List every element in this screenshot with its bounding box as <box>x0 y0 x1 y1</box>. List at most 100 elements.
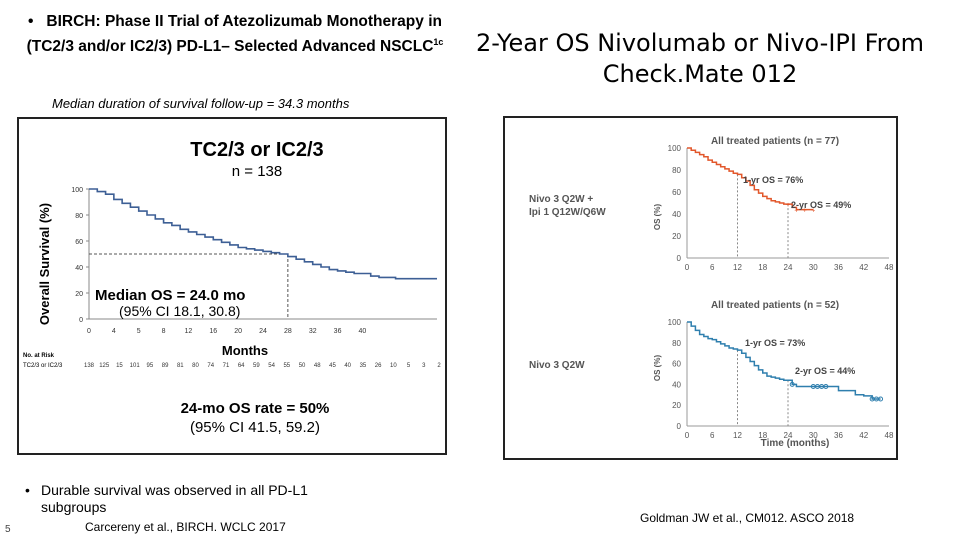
left-title-superscript: 1c <box>433 37 444 47</box>
birch-x-tick-label: 4 <box>112 328 116 335</box>
right-slide-title: 2-Year OS Nivolumab or Nivo-IPI From Che… <box>475 29 925 88</box>
cm-x-tick-label: 12 <box>733 431 742 440</box>
cm-y-tick-label: 40 <box>672 380 681 389</box>
cm-bottom-y-axis-label: OS (%) <box>653 355 662 382</box>
cm-top-series-label-line2: Ipi 1 Q12W/Q6W <box>529 207 606 218</box>
risk-table-value: 50 <box>299 363 306 369</box>
birch-survival-curve <box>89 188 437 280</box>
cm-y-tick-label: 60 <box>672 188 681 197</box>
birch-y-axis-label: Overall Survival (%) <box>37 203 52 325</box>
birch-median-os: Median OS = 24.0 mo <box>95 287 245 304</box>
cm-bottom-series-label: Nivo 3 Q2W <box>529 360 585 371</box>
risk-table-value: 89 <box>162 363 169 369</box>
birch-x-tick-label: 40 <box>359 328 367 335</box>
birch-chart-panel: TC2/3 or IC2/3 n = 138 Overall Survival … <box>17 117 447 455</box>
birch-median-ci: (95% CI 18.1, 30.8) <box>119 303 240 319</box>
risk-table-value: 3 <box>422 363 426 369</box>
cm-x-tick-label: 36 <box>834 431 843 440</box>
cm-bottom-x-axis-label: Time (months) <box>761 438 830 449</box>
risk-table-value: 80 <box>192 363 199 369</box>
cm-x-tick-label: 42 <box>859 431 868 440</box>
cm-y-tick-label: 0 <box>677 254 682 263</box>
cm-top-title: All treated patients (n = 77) <box>711 136 839 147</box>
bullet-mark: • <box>25 482 30 498</box>
cm-y-tick-label: 100 <box>668 144 682 153</box>
citation-right: Goldman JW et al., CM012. ASCO 2018 <box>640 511 855 525</box>
cm-bottom-survival-curve <box>687 321 881 400</box>
cm-top-survival-curve <box>687 147 814 211</box>
risk-table-value: 64 <box>238 363 245 369</box>
birch-y-tick-label: 20 <box>75 291 83 298</box>
birch-x-tick-label: 16 <box>209 328 217 335</box>
risk-table-value: 15 <box>116 363 123 369</box>
cm-x-tick-label: 6 <box>710 263 715 272</box>
risk-table-header: No. at Risk <box>23 353 55 359</box>
cm-x-tick-label: 48 <box>885 263 894 272</box>
birch-x-tick-label: 12 <box>185 328 193 335</box>
cm-top-2yr-label: 2-yr OS = 49% <box>791 200 851 210</box>
risk-table-value: 40 <box>344 363 351 369</box>
cm-bottom-1yr-label: 1-yr OS = 73% <box>745 338 805 348</box>
risk-table-value: 101 <box>130 363 141 369</box>
birch-km-chart: TC2/3 or IC2/3 n = 138 Overall Survival … <box>23 139 441 436</box>
cm-y-tick-label: 60 <box>672 360 681 369</box>
risk-table-value: 54 <box>268 363 275 369</box>
birch-24mo-ci: (95% CI 41.5, 59.2) <box>190 419 320 436</box>
cm-y-tick-label: 40 <box>672 210 681 219</box>
cm-y-tick-label: 0 <box>677 422 682 431</box>
left-title-text: BIRCH: Phase II Trial of Atezolizumab Mo… <box>26 13 442 56</box>
birch-x-tick-label: 5 <box>137 328 141 335</box>
cm-x-tick-label: 30 <box>809 263 818 272</box>
risk-table-value: 55 <box>283 363 290 369</box>
left-slide-title: • BIRCH: Phase II Trial of Atezolizumab … <box>25 12 445 57</box>
cm-x-tick-label: 42 <box>859 263 868 272</box>
birch-x-tick-label: 24 <box>259 328 267 335</box>
cm-y-tick-label: 20 <box>672 401 681 410</box>
birch-x-axis-label: Months <box>222 343 268 358</box>
risk-table-value: 45 <box>329 363 336 369</box>
cm-x-tick-label: 0 <box>685 431 690 440</box>
risk-table-value: 125 <box>99 363 110 369</box>
cm-top-series-label: Nivo 3 Q2W + Ipi 1 Q12W/Q6W <box>529 194 606 218</box>
citation-left: Carcereny et al., BIRCH. WCLC 2017 <box>85 520 286 534</box>
cm-censor-mark: + <box>803 208 807 215</box>
risk-table-value: 74 <box>207 363 214 369</box>
cm-y-tick-label: 80 <box>672 339 681 348</box>
birch-x-tick-label: 20 <box>234 328 242 335</box>
cm-censor-mark: + <box>794 208 798 215</box>
cm-bottom-2yr-label: 2-yr OS = 44% <box>795 366 855 376</box>
risk-table-row-label: TC2/3 or IC2/3 <box>23 363 63 369</box>
checkmate-chart-panel: All treated patients (n = 77) Nivo 3 Q2W… <box>503 116 898 460</box>
risk-table-value: 10 <box>390 363 397 369</box>
birch-x-tick-label: 8 <box>162 328 166 335</box>
birch-y-tick-label: 100 <box>71 187 83 194</box>
checkmate-charts: All treated patients (n = 77) Nivo 3 Q2W… <box>529 136 894 449</box>
risk-table-value: 138 <box>84 363 95 369</box>
risk-table-value: 81 <box>177 363 184 369</box>
cm-top-1yr-label: 1-yr OS = 76% <box>743 175 803 185</box>
bullet-text: Durable survival was observed in all PD-… <box>41 482 308 515</box>
cm-x-tick-label: 6 <box>710 431 715 440</box>
risk-table-value: 48 <box>314 363 321 369</box>
followup-note: Median duration of survival follow-up = … <box>52 96 350 111</box>
cm-censor-mark: + <box>786 202 790 209</box>
cm-x-tick-label: 48 <box>885 431 894 440</box>
cm-x-tick-label: 24 <box>784 263 793 272</box>
cm-x-tick-label: 36 <box>834 263 843 272</box>
cm-x-tick-label: 12 <box>733 263 742 272</box>
slide-number: 5 <box>5 524 11 535</box>
cm-top-y-axis-label: OS (%) <box>653 204 662 231</box>
birch-y-tick-label: 0 <box>79 317 83 324</box>
birch-x-tick-label: 36 <box>334 328 342 335</box>
cm-x-tick-label: 18 <box>758 431 767 440</box>
birch-24mo-rate: 24-mo OS rate = 50% <box>181 400 330 417</box>
cm-x-tick-label: 0 <box>685 263 690 272</box>
risk-table-value: 71 <box>223 363 230 369</box>
cm-x-tick-label: 18 <box>758 263 767 272</box>
birch-x-tick-label: 28 <box>284 328 292 335</box>
birch-x-tick-label: 0 <box>87 328 91 335</box>
birch-y-tick-label: 80 <box>75 213 83 220</box>
risk-table-value: 35 <box>360 363 367 369</box>
cm-censor-mark: + <box>811 208 815 215</box>
risk-table-value: 59 <box>253 363 260 369</box>
